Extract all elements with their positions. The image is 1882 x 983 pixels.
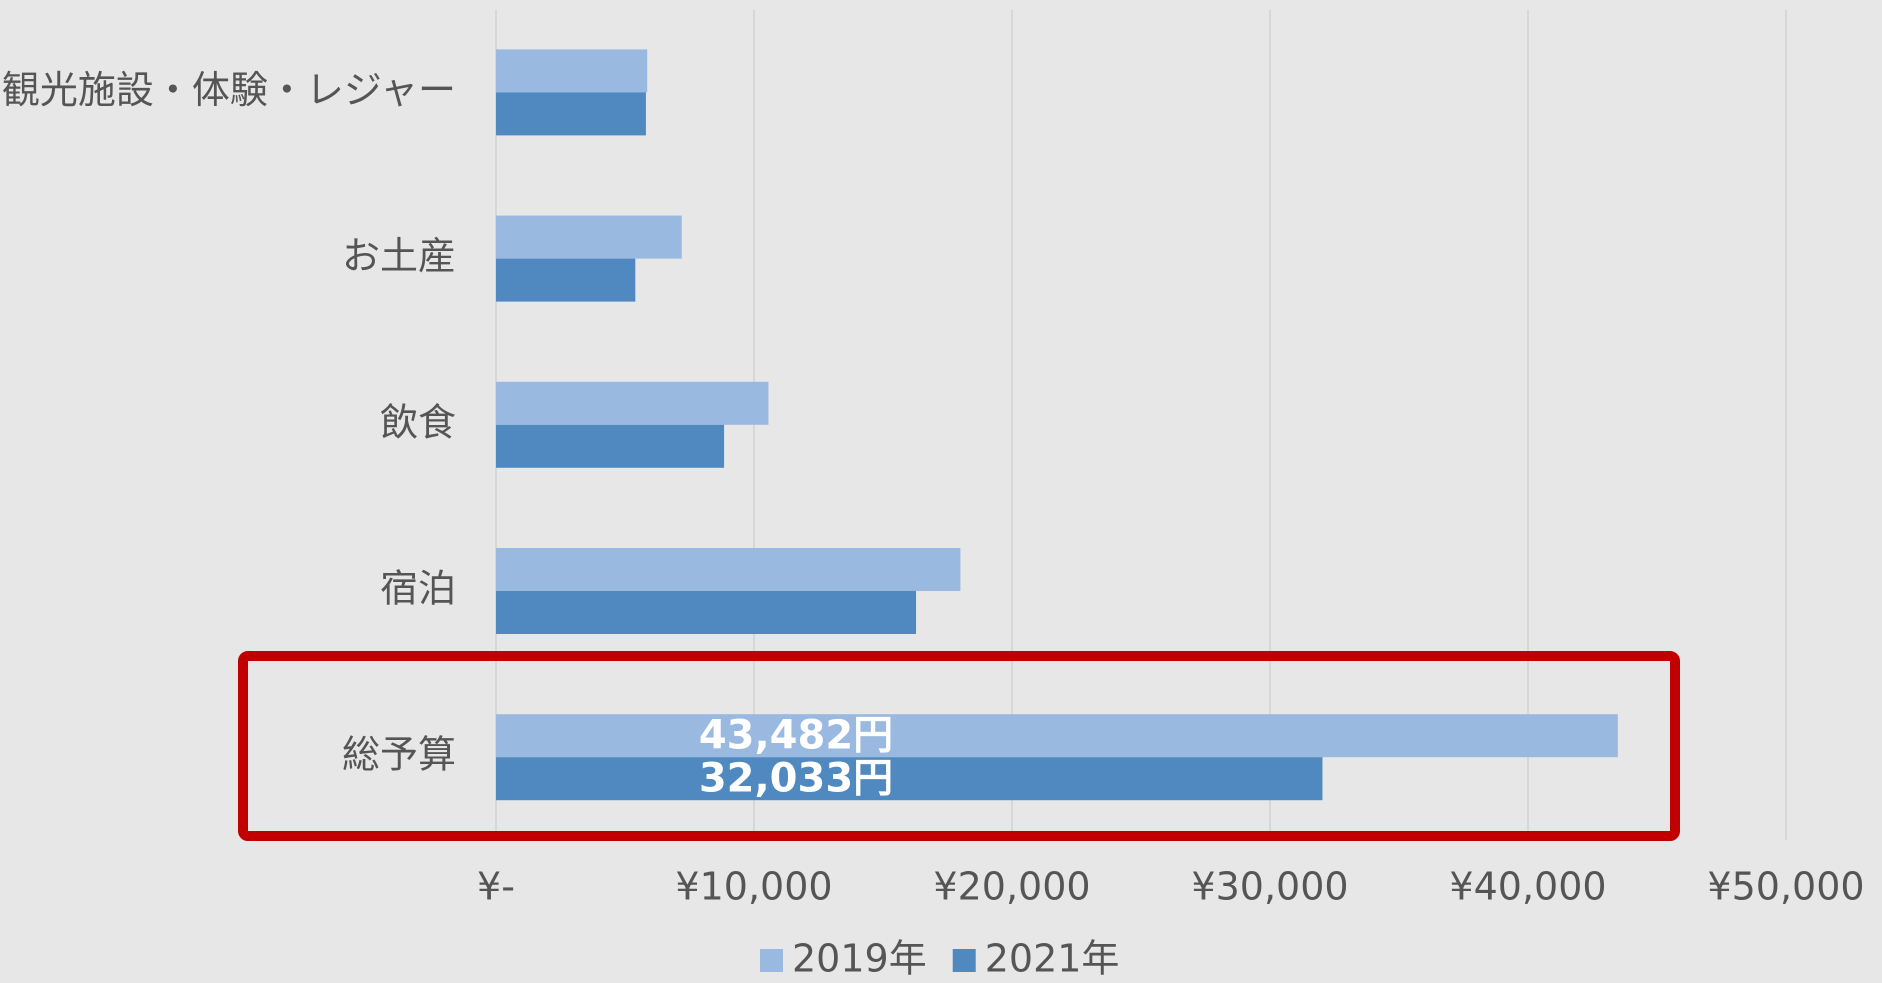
bar xyxy=(496,714,1618,758)
data-label: 43,482円 xyxy=(699,713,893,759)
highlight-box xyxy=(238,651,1680,841)
bar xyxy=(496,424,725,468)
x-tick-label: ¥30,000 xyxy=(1191,865,1348,909)
x-tick-label: ¥20,000 xyxy=(933,865,1090,909)
data-label: 32,033円 xyxy=(699,756,893,802)
grid xyxy=(495,10,1787,840)
bar xyxy=(496,591,917,634)
bar xyxy=(496,757,1323,801)
x-tick-label: ¥10,000 xyxy=(675,865,832,909)
bar xyxy=(496,92,646,136)
labels: ¥- ¥10,000 ¥20,000 ¥30,000 ¥40,000 ¥50,000 観光施… xyxy=(2,68,1865,981)
bar xyxy=(496,258,636,302)
bars xyxy=(496,49,1618,801)
legend-swatch xyxy=(952,949,976,972)
y-tick-label: 宿泊 xyxy=(380,567,456,611)
y-tick-label: 飲食 xyxy=(380,400,456,444)
x-tick-label: ¥- xyxy=(477,865,515,909)
y-tick-label: 観光施設・体験・レジャー xyxy=(2,68,456,112)
x-tick-label: ¥50,000 xyxy=(1707,865,1864,909)
y-tick-label: お土産 xyxy=(342,234,456,278)
bar xyxy=(496,215,682,259)
bar xyxy=(496,49,648,93)
legend-label: 2021年 xyxy=(985,937,1120,981)
y-tick-label: 総予算 xyxy=(342,733,456,777)
bar xyxy=(496,548,961,591)
x-tick-label: ¥40,000 xyxy=(1449,865,1606,909)
legend-swatch xyxy=(760,949,783,972)
legend-label: 2019年 xyxy=(792,937,927,981)
bar xyxy=(496,381,769,425)
